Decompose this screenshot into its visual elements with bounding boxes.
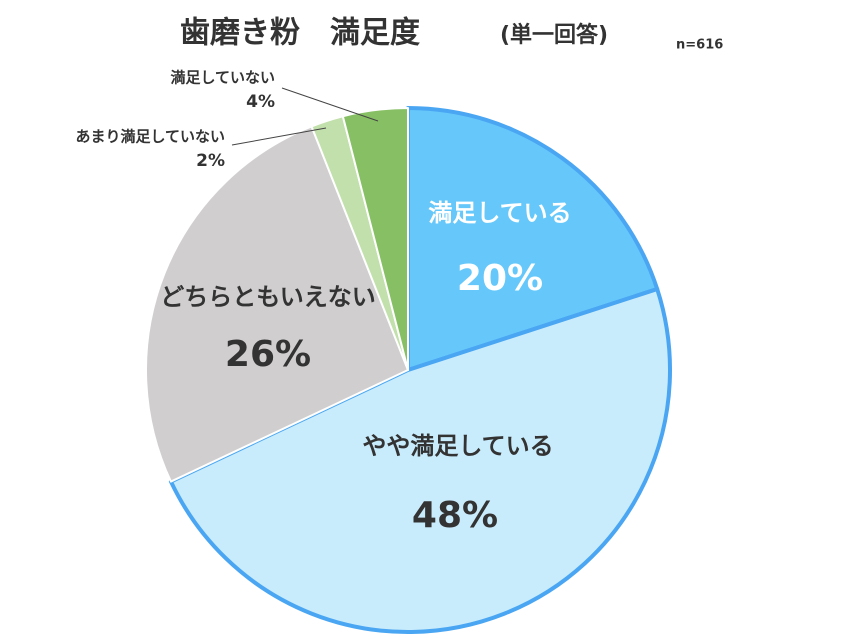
slice-label: どちらともいえない	[160, 283, 376, 311]
slice-label: あまり満足していない	[75, 128, 225, 146]
slice-label: 満足していない	[170, 69, 275, 87]
sample-size: n=616	[676, 38, 723, 53]
slice-value-label: 2%	[196, 151, 225, 171]
slice-value-label: 20%	[457, 258, 543, 299]
slice-label: 満足している	[428, 199, 571, 227]
slice-value-label: 48%	[412, 495, 498, 536]
leader-line	[231, 127, 327, 146]
slice-value-label: 26%	[225, 334, 311, 375]
slice-value-label: 4%	[246, 92, 275, 112]
pie-slice	[341, 107, 409, 371]
chart-subtitle: (単一回答)	[500, 22, 608, 48]
pie-slice	[145, 125, 409, 483]
leader-line	[281, 87, 379, 122]
chart-title: 歯磨き粉 満足度	[180, 16, 420, 51]
pie-slice	[168, 287, 672, 634]
slice-label: やや満足している	[362, 432, 553, 460]
pie-slice	[406, 106, 660, 372]
